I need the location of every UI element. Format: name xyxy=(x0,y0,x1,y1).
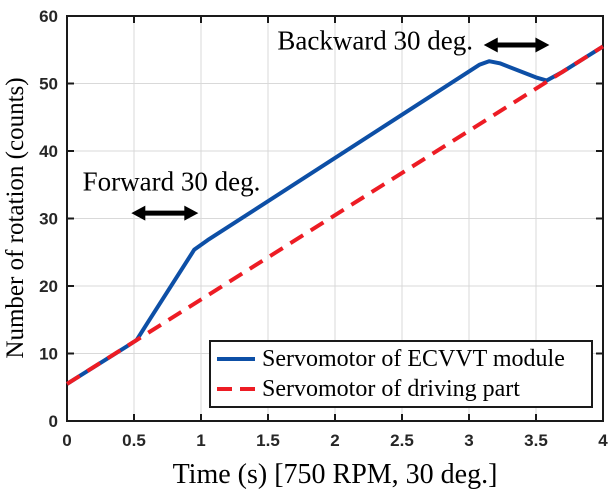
x-tick-label: 3 xyxy=(464,431,473,450)
x-tick-label: 4 xyxy=(598,431,608,450)
y-axis-label: Number of rotation (counts) xyxy=(2,77,29,359)
x-tick-label: 1.5 xyxy=(256,431,280,450)
y-tick-label: 0 xyxy=(49,412,58,431)
arrow-head-left xyxy=(483,37,498,53)
x-tick-label: 3.5 xyxy=(524,431,548,450)
legend-item: Servomotor of ECVVT module xyxy=(217,347,591,371)
series-line-dashed xyxy=(65,44,605,386)
legend-label: Servomotor of ECVVT module xyxy=(262,346,565,373)
y-tick-label: 40 xyxy=(39,142,58,161)
y-tick-label: 50 xyxy=(39,75,58,94)
x-tick-label: 1 xyxy=(196,431,205,450)
x-tick-label: 2 xyxy=(330,431,339,450)
legend-line-sample-dashed-icon xyxy=(217,386,255,391)
arrow-head-right xyxy=(184,205,199,221)
x-tick-label: 0.5 xyxy=(122,431,146,450)
y-tick-label: 20 xyxy=(39,277,58,296)
y-tick-label: 30 xyxy=(39,210,58,229)
annotation-label: Backward 30 deg. xyxy=(277,25,474,56)
legend: Servomotor of ECVVT module Servomotor of… xyxy=(209,340,593,408)
arrow-head-right xyxy=(535,37,550,53)
legend-line-sample-solid-icon xyxy=(217,357,255,362)
y-tick-label: 10 xyxy=(39,345,58,364)
annotation-label: Forward 30 deg. xyxy=(82,166,261,197)
double-arrow-icon xyxy=(483,37,550,53)
arrow-head-left xyxy=(131,205,146,221)
x-tick-label: 0 xyxy=(62,431,71,450)
legend-label: Servomotor of driving part xyxy=(262,375,520,402)
legend-item: Servomotor of driving part xyxy=(217,377,591,401)
x-tick-label: 2.5 xyxy=(390,431,414,450)
x-axis-label: Time (s) [750 RPM, 30 deg.] xyxy=(172,459,498,490)
double-arrow-icon xyxy=(131,205,199,221)
y-tick-label: 60 xyxy=(39,7,58,26)
